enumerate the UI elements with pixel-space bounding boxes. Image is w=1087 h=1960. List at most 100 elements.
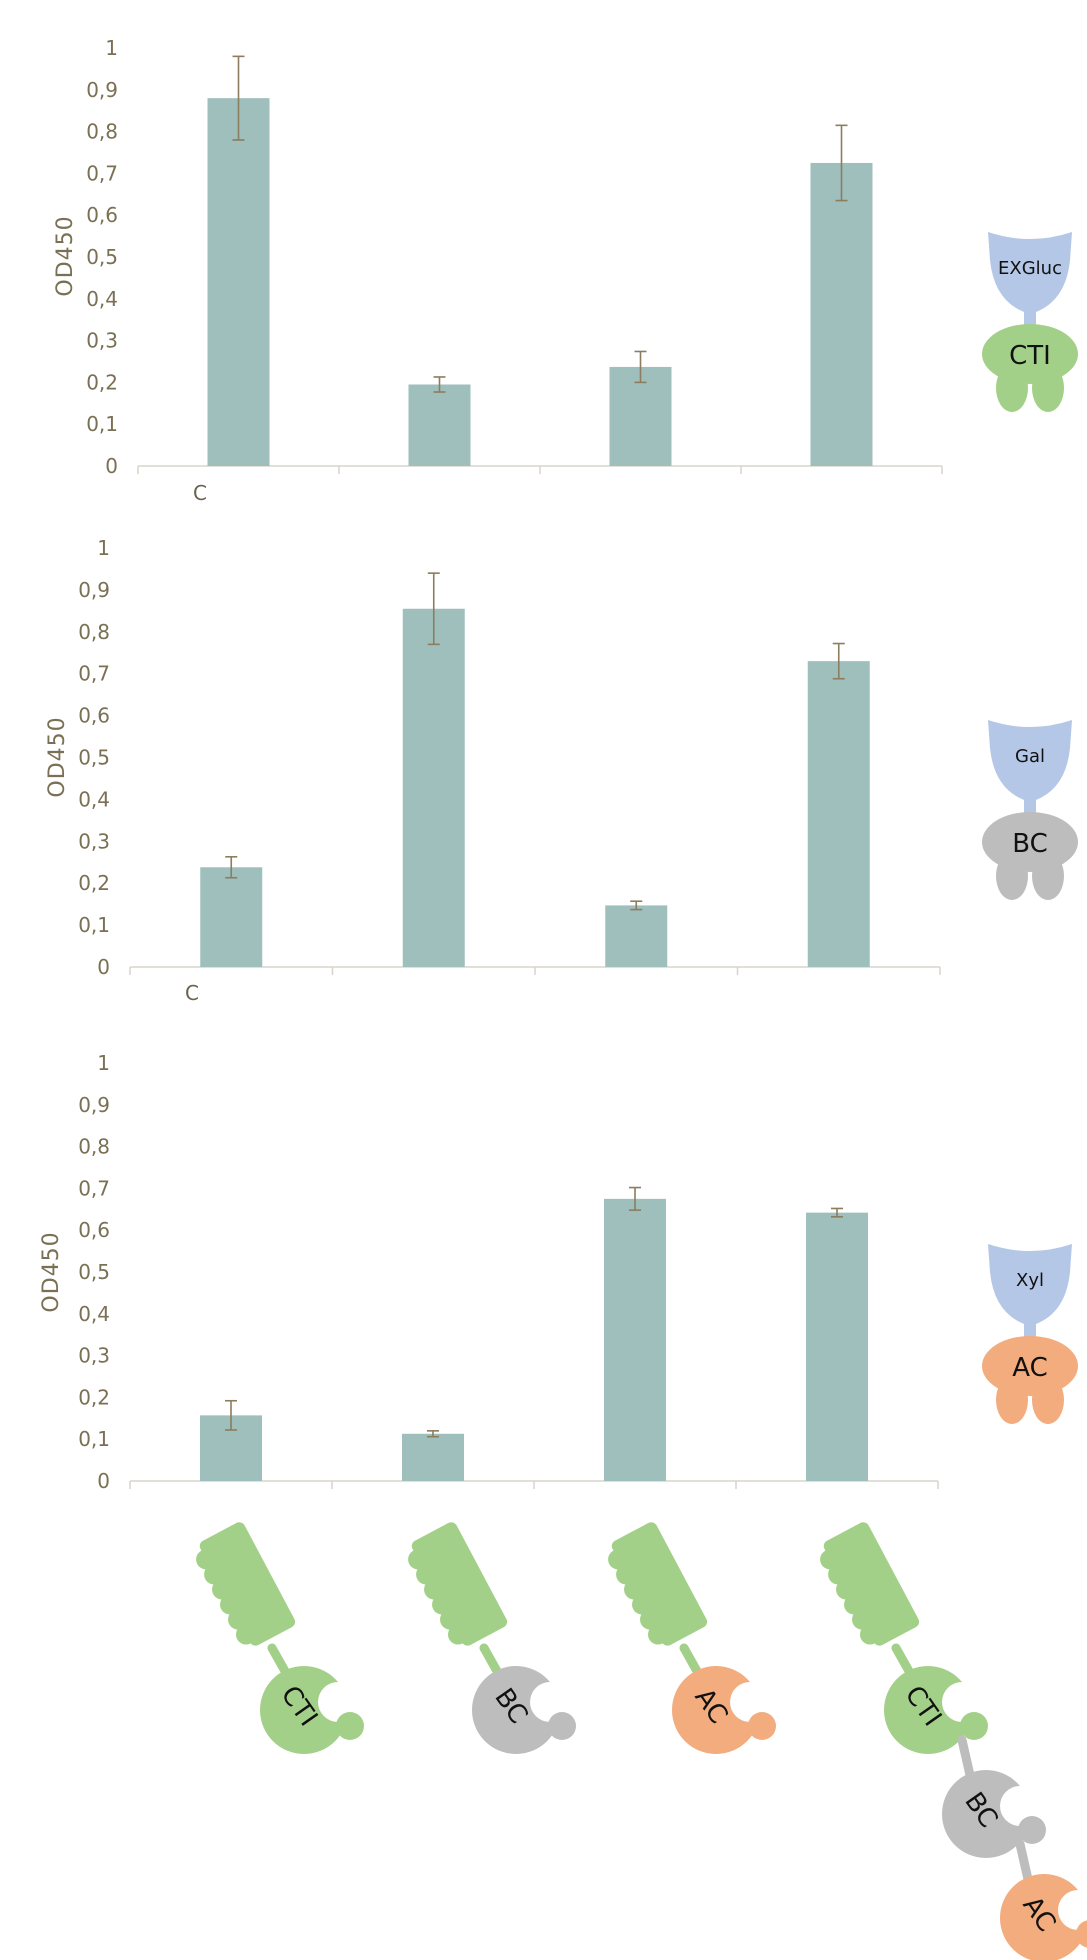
error-bar [831, 1207, 843, 1218]
error-bar [232, 55, 245, 141]
bars [207, 98, 873, 466]
y-tick-labels: 0 0,1 0,2 0,3 0,4 0,5 0,6 0,7 0,8 0,9 1 [86, 36, 118, 478]
y-tick-label: 0,1 [78, 1427, 110, 1451]
x-category-label: C [185, 981, 199, 1005]
error-bar [630, 900, 643, 911]
y-tick-label: 0,1 [78, 913, 110, 937]
y-tick-label: 0,6 [78, 704, 110, 728]
bar [605, 905, 668, 967]
cohesin-module-icon: BC [942, 1770, 1046, 1858]
y-tick-labels: 0 0,1 0,2 0,3 0,4 0,5 0,6 0,7 0,8 0,9 1 [78, 536, 110, 979]
category-labels: C [185, 981, 199, 1005]
y-tick-label: 0,4 [78, 1302, 110, 1326]
error-bar [835, 124, 848, 202]
bar [806, 1212, 868, 1481]
y-tick-label: 0,3 [78, 829, 110, 853]
chart-panel-2: 0 0,1 0,2 0,3 0,4 0,5 0,6 0,7 0,8 0,9 1 OD450 C [45, 536, 941, 1005]
y-tick-label: 0,7 [78, 1176, 110, 1200]
error-bar [629, 1186, 641, 1211]
error-bars [225, 572, 845, 911]
y-tick-label: 0,5 [78, 1260, 110, 1284]
cbm-domain-icon [608, 1522, 708, 1646]
y-tick-labels: 0 0,1 0,2 0,3 0,4 0,5 0,6 0,7 0,8 0,9 1 [78, 1051, 110, 1493]
cbm-domain-icon [820, 1522, 920, 1646]
y-tick-label: 0,6 [78, 1218, 110, 1242]
module-label: AC [1012, 1353, 1047, 1383]
error-bar [225, 1399, 237, 1431]
y-tick-label: 0,7 [86, 161, 118, 185]
y-tick-label: 0,3 [78, 1344, 110, 1368]
y-tick-label: 0,9 [86, 78, 118, 102]
y-tick-label: 0,3 [86, 329, 118, 353]
cbm-module-icon [982, 812, 1078, 900]
bar [408, 384, 471, 466]
chart-panel-3: 0 0,1 0,2 0,3 0,4 0,5 0,6 0,7 0,8 0,9 1 OD450 [39, 1051, 939, 1493]
x-axis-ticks [129, 1481, 939, 1489]
bars [200, 608, 870, 967]
enzyme-label: Xyl [1016, 1270, 1044, 1291]
construct-2: BC [408, 1522, 576, 1754]
y-tick-label: 1 [105, 36, 118, 60]
y-tick-label: 1 [97, 536, 110, 560]
y-tick-label: 0,8 [78, 1135, 110, 1159]
cohesin-module-icon: AC [672, 1666, 776, 1754]
x-axis-ticks [137, 466, 943, 474]
bar [402, 608, 465, 967]
y-axis-label: OD450 [53, 215, 78, 296]
y-tick-label: 0,9 [78, 1093, 110, 1117]
cbm-module-icon [982, 1336, 1078, 1424]
cohesin-module-icon: BC [472, 1666, 576, 1754]
enzyme-blue-icon [988, 232, 1072, 312]
bar [604, 1198, 666, 1481]
error-bar [433, 376, 446, 393]
enzyme-label: Gal [1015, 746, 1045, 767]
error-bar [634, 350, 647, 384]
enzyme-label: EXGluc [998, 258, 1062, 279]
y-tick-label: 0,2 [78, 1385, 110, 1409]
bars [200, 1198, 868, 1481]
y-tick-label: 0,8 [86, 120, 118, 144]
y-tick-label: 0,4 [78, 787, 110, 811]
legend-icon-3: Xyl AC [982, 1244, 1078, 1424]
construct-3: AC [608, 1522, 776, 1754]
y-tick-label: 0,7 [78, 662, 110, 686]
linker-icon [1024, 308, 1036, 326]
bar [810, 162, 873, 466]
y-tick-label: 0 [97, 955, 110, 979]
error-bar [427, 1430, 439, 1438]
cbm-module-icon [982, 324, 1078, 412]
error-bar [427, 572, 440, 646]
y-tick-label: 1 [97, 1051, 110, 1075]
cbm-domain-icon [196, 1522, 296, 1646]
bar [200, 867, 263, 967]
y-tick-label: 0,2 [86, 370, 118, 394]
x-category-label: C [193, 481, 207, 505]
enzyme-blue-icon [988, 1244, 1072, 1324]
category-labels: C [193, 481, 207, 505]
scaffold-constructs: CTI BC AC CTI BC AC [196, 1522, 1087, 1960]
cohesin-module-icon: AC [1000, 1874, 1087, 1960]
y-tick-label: 0,9 [78, 578, 110, 602]
cohesin-module-icon: CTI [884, 1666, 988, 1754]
cbm-domain-icon [408, 1522, 508, 1646]
y-tick-label: 0,6 [86, 203, 118, 227]
cohesin-module-icon: CTI [260, 1666, 364, 1754]
y-tick-label: 0,8 [78, 620, 110, 644]
bar [207, 98, 270, 466]
construct-4: CTI BC AC [820, 1522, 1087, 1960]
linker-icon [1024, 796, 1036, 814]
construct-1: CTI [196, 1522, 364, 1754]
y-tick-label: 0,5 [86, 245, 118, 269]
y-axis-label: OD450 [45, 716, 70, 797]
y-axis-label: OD450 [39, 1231, 64, 1312]
error-bar [225, 856, 238, 879]
chart-panel-1: 0 0,1 0,2 0,3 0,4 0,5 0,6 0,7 0,8 0,9 1 OD450 C [53, 36, 943, 505]
y-tick-label: 0 [105, 454, 118, 478]
y-tick-label: 0,5 [78, 746, 110, 770]
module-label: CTI [1009, 341, 1051, 371]
error-bar [832, 642, 845, 680]
legend-icon-1: EXGluc CTI [982, 232, 1078, 412]
bar [807, 661, 870, 967]
linker-icon [1024, 1320, 1036, 1338]
